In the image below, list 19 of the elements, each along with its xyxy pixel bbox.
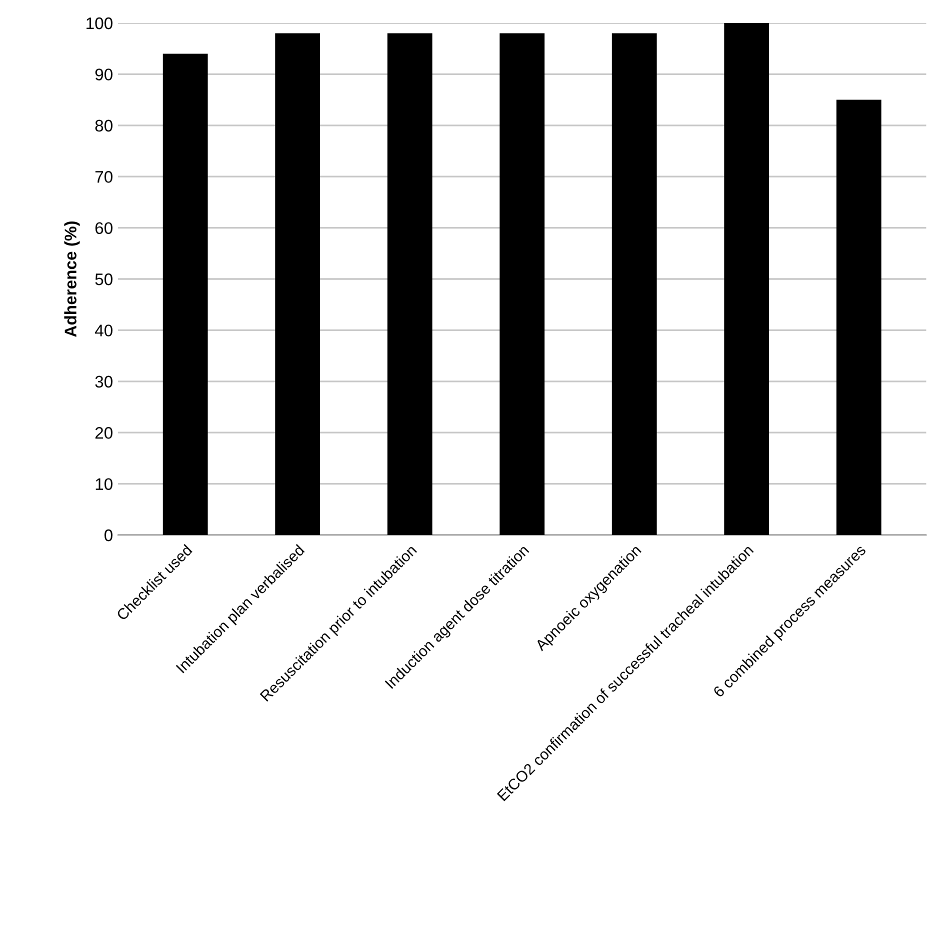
y-tick-label: 90 [95, 68, 112, 80]
y-tick-label: 40 [94, 324, 112, 336]
bar [162, 54, 208, 535]
y-tick-label: 60 [95, 222, 112, 234]
y-tick-label: 100 [86, 17, 112, 30]
bar [275, 33, 320, 535]
y-axis-title: Adherence (%) [64, 221, 80, 337]
bar [836, 100, 882, 535]
bar [387, 33, 432, 535]
bar [612, 33, 657, 535]
bar [724, 23, 770, 535]
y-tick-label: 30 [95, 376, 112, 388]
y-tick-label: 20 [95, 427, 112, 439]
y-tick-label: 70 [95, 171, 112, 183]
y-tick-label: 0 [104, 529, 112, 542]
y-tick-label: 10 [96, 478, 112, 490]
y-tick-label: 50 [95, 273, 112, 286]
y-tick-label: 80 [95, 120, 112, 132]
bar [500, 33, 545, 535]
